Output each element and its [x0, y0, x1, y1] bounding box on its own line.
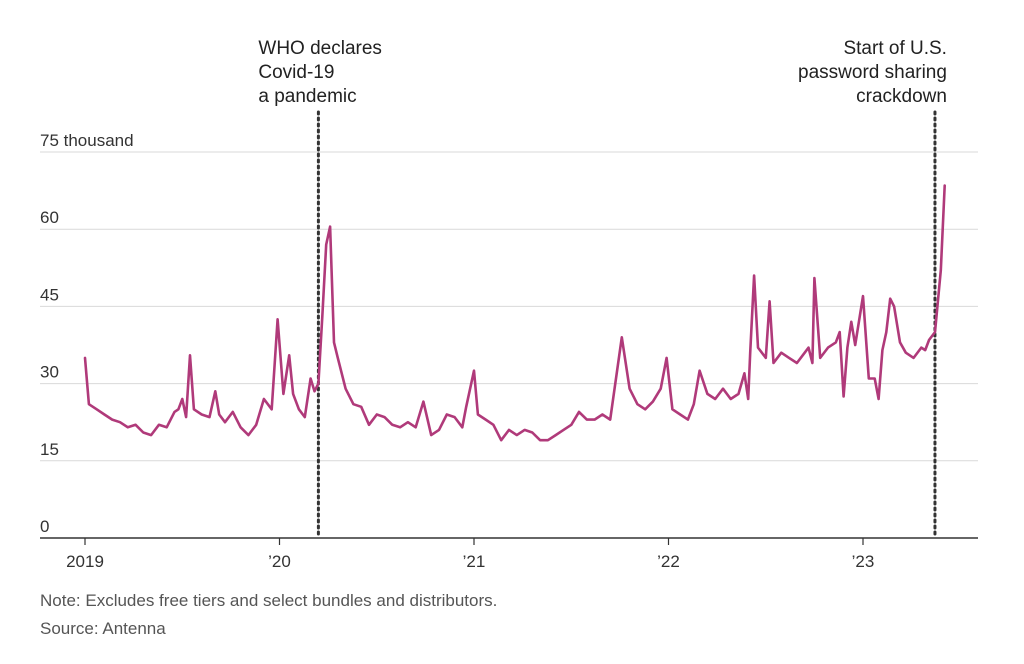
y-tick-label-0: 0 [40, 517, 49, 536]
event-markers [316, 110, 937, 540]
annotation-0-line-0: WHO declares [258, 38, 382, 59]
gridlines [40, 151, 978, 462]
annotation-1-line-2: crackdown [856, 86, 947, 107]
x-tick-label-2019: 2019 [66, 552, 104, 571]
annotation-0-line-2: a pandemic [258, 86, 356, 107]
footer-source: Source: Antenna [40, 619, 166, 638]
footer-note: Note: Excludes free tiers and select bun… [40, 591, 498, 610]
annotation-1-line-0: Start of U.S. [843, 38, 946, 59]
x-tick-label-2020: ’20 [268, 552, 291, 571]
annotation-1-line-1: password sharing [798, 62, 947, 83]
y-tick-label-15: 15 [40, 440, 59, 459]
y-tick-label-75: 75 thousand [40, 131, 134, 150]
x-tick-label-2022: ’22 [657, 552, 680, 571]
event-annotations: WHO declares Covid-19 a pandemic Start of U… [258, 38, 947, 107]
y-tick-labels: 0 15 30 45 60 75 thousand [40, 131, 134, 536]
series-layer [83, 184, 946, 442]
series-line-0 [83, 184, 946, 442]
y-tick-label-45: 45 [40, 285, 59, 304]
y-tick-label-60: 60 [40, 208, 59, 227]
y-tick-label-30: 30 [40, 363, 59, 382]
x-tick-label-2023: ’23 [852, 552, 875, 571]
annotation-0-line-1: Covid-19 [258, 62, 334, 83]
x-tick-label-2021: ’21 [463, 552, 486, 571]
line-chart: 0 15 30 45 60 75 thousand WHO declares Covid-1… [40, 38, 978, 571]
x-ticks: 2019 ’20 ’21 ’22 ’23 [66, 538, 874, 571]
